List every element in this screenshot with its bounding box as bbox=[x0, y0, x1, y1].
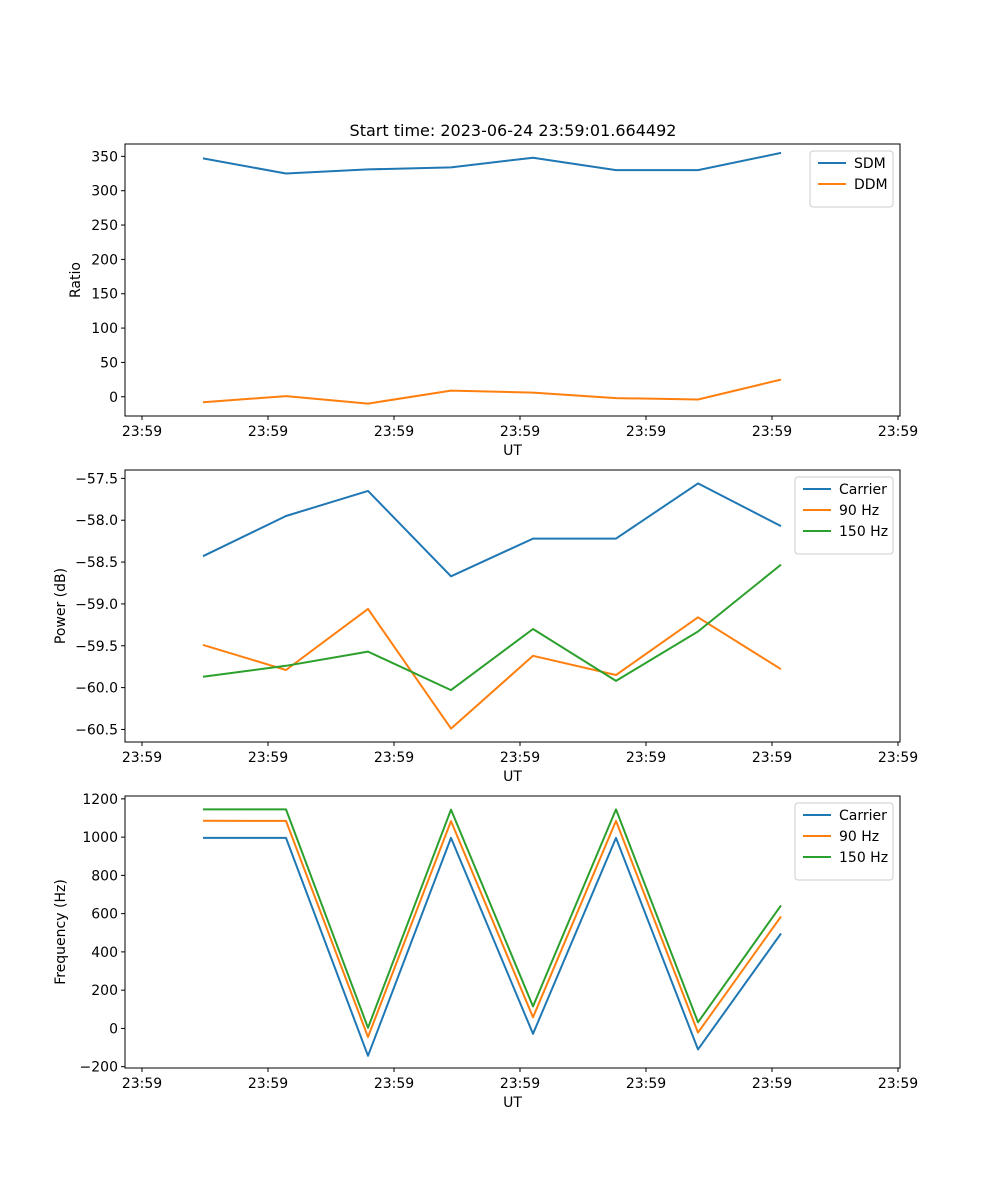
x-axis-label: UT bbox=[503, 769, 522, 785]
y-tick-label: −59.0 bbox=[75, 597, 118, 613]
x-tick-label: 23:59 bbox=[878, 424, 918, 440]
y-tick-label: 50 bbox=[100, 355, 118, 371]
legend-entry-label: 90 Hz bbox=[839, 829, 879, 845]
x-tick-label: 23:59 bbox=[752, 1076, 792, 1092]
y-tick-label: −60.0 bbox=[75, 681, 118, 697]
legend-entry-label: 90 Hz bbox=[839, 503, 879, 519]
legend-box bbox=[794, 476, 894, 555]
x-axis-label: UT bbox=[503, 443, 522, 459]
legend-entry-label: SDM bbox=[854, 156, 886, 172]
y-tick-label: −58.0 bbox=[75, 513, 118, 529]
chart-panel-3: −200 0 200 400 600 800 1000 1200 23:59 23:59 23:59… bbox=[53, 792, 918, 1111]
series-line-carrier bbox=[202, 482, 782, 578]
y-tick-label: 800 bbox=[91, 868, 118, 884]
y-axis-label: Ratio bbox=[68, 262, 84, 298]
legend-entry-label: Carrier bbox=[839, 808, 887, 824]
plot-area-frame bbox=[124, 143, 901, 417]
x-tick-label: 23:59 bbox=[500, 424, 540, 440]
series-line-sdm bbox=[202, 151, 782, 175]
y-tick-label: −58.5 bbox=[75, 555, 118, 571]
series-line-90-hz bbox=[202, 819, 782, 1038]
series-line-90-hz bbox=[202, 607, 782, 730]
x-tick-label: 23:59 bbox=[752, 750, 792, 766]
x-tick-label: 23:59 bbox=[878, 1076, 918, 1092]
plot-area-frame bbox=[124, 795, 901, 1069]
y-tick-label: −200 bbox=[80, 1060, 118, 1076]
x-tick-label: 23:59 bbox=[626, 750, 666, 766]
series-line-150-hz bbox=[203, 808, 782, 1029]
figure-title: Start time: 2023-06-24 23:59:01.664492 bbox=[350, 121, 677, 140]
y-tick-label: −59.5 bbox=[75, 639, 118, 655]
legend-entry-label: DDM bbox=[854, 177, 888, 193]
x-tick-label: 23:59 bbox=[374, 424, 414, 440]
x-tick-label: 23:59 bbox=[626, 1076, 666, 1092]
y-tick-label: 250 bbox=[91, 218, 118, 234]
legend-box bbox=[809, 150, 894, 208]
x-tick-label: 23:59 bbox=[752, 424, 792, 440]
legend-entry-label: 150 Hz bbox=[839, 524, 888, 540]
y-tick-label: 1000 bbox=[82, 830, 118, 846]
y-tick-label: 0 bbox=[109, 390, 118, 406]
series-line-ddm bbox=[202, 378, 782, 405]
y-axis-label: Power (dB) bbox=[53, 568, 69, 644]
chart-panel-2: −60.5 −60.0 −59.5 −59.0 −58.5 −58.0 −57.5 23:59… bbox=[53, 469, 918, 785]
legend-box bbox=[794, 802, 894, 881]
y-tick-label: 300 bbox=[91, 184, 118, 200]
y-tick-label: 200 bbox=[91, 983, 118, 999]
x-tick-label: 23:59 bbox=[122, 750, 162, 766]
y-tick-label: 0 bbox=[109, 1021, 118, 1037]
x-tick-label: 23:59 bbox=[122, 1076, 162, 1092]
legend: SDM DDM bbox=[809, 150, 894, 208]
x-tick-label: 23:59 bbox=[500, 1076, 540, 1092]
y-axis-label: Frequency (Hz) bbox=[53, 879, 69, 985]
legend-entry-label: Carrier bbox=[839, 482, 887, 498]
legend: Carrier 90 Hz 150 Hz bbox=[794, 476, 894, 555]
plot-area-frame bbox=[124, 469, 901, 743]
x-tick-label: 23:59 bbox=[626, 424, 666, 440]
x-axis-label: UT bbox=[503, 1095, 522, 1111]
x-tick-label: 23:59 bbox=[374, 750, 414, 766]
y-tick-label: 1200 bbox=[82, 792, 118, 808]
y-tick-label: −57.5 bbox=[75, 471, 118, 487]
chart-panel-1: 0 50 100 150 200 250 300 350 23:59 23:59 23:59 23:5… bbox=[68, 143, 918, 459]
y-tick-label: 150 bbox=[91, 287, 118, 303]
x-tick-label: 23:59 bbox=[122, 424, 162, 440]
legend-entry-label: 150 Hz bbox=[839, 850, 888, 866]
x-tick-label: 23:59 bbox=[248, 750, 288, 766]
series-line-150-hz bbox=[202, 563, 782, 692]
y-tick-label: 200 bbox=[91, 252, 118, 268]
x-tick-label: 23:59 bbox=[500, 750, 540, 766]
series-line-carrier bbox=[203, 836, 782, 1057]
y-tick-label: 400 bbox=[91, 945, 118, 961]
legend: Carrier 90 Hz 150 Hz bbox=[794, 802, 894, 881]
x-tick-label: 23:59 bbox=[248, 424, 288, 440]
x-tick-label: 23:59 bbox=[374, 1076, 414, 1092]
x-tick-label: 23:59 bbox=[878, 750, 918, 766]
y-tick-label: 350 bbox=[91, 149, 118, 165]
y-tick-label: 100 bbox=[91, 321, 118, 337]
x-tick-label: 23:59 bbox=[248, 1076, 288, 1092]
y-tick-label: −60.5 bbox=[75, 722, 118, 738]
y-tick-label: 600 bbox=[91, 907, 118, 923]
